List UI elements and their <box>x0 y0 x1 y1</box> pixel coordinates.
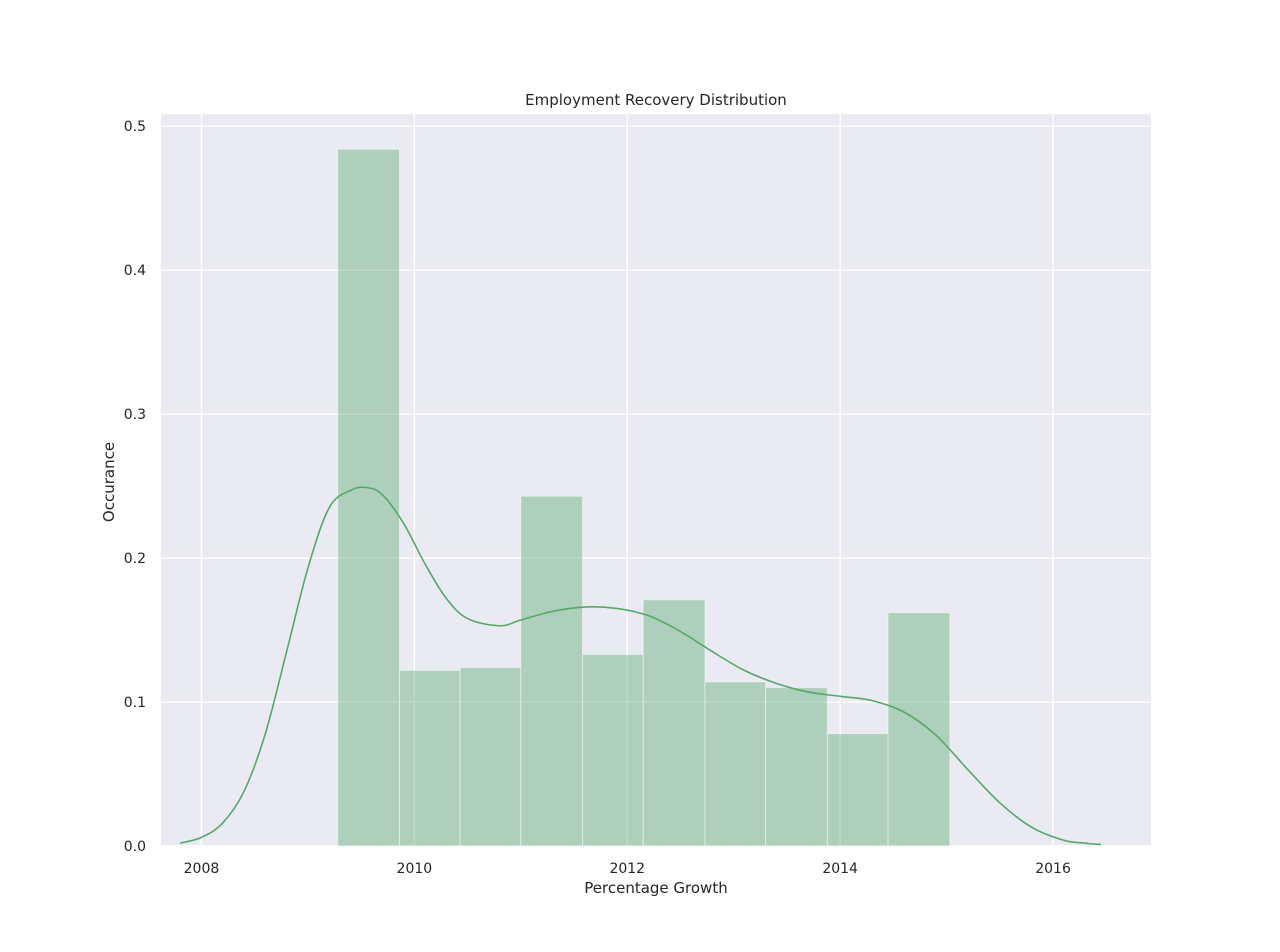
x-tick-label-0: 2008 <box>184 861 220 877</box>
y-tick-label-5: 0.5 <box>124 119 146 135</box>
y-axis-ticks: 0.0 0.1 0.2 0.3 0.4 0.5 <box>124 119 146 855</box>
histogram-bar-4 <box>582 654 644 847</box>
histogram-bar-7 <box>765 687 828 847</box>
x-axis-label: Percentage Growth <box>584 879 727 897</box>
histogram-bar-8 <box>826 733 889 847</box>
y-tick-label-2: 0.2 <box>124 551 146 567</box>
x-axis-ticks: 2008 2010 2012 2014 2016 <box>184 861 1071 877</box>
kde-line <box>179 486 1102 846</box>
x-tick-label-4: 2016 <box>1035 861 1071 877</box>
y-axis-label: Occurance <box>100 442 118 522</box>
y-tick-label-0: 0.0 <box>124 839 146 855</box>
histogram-bar-0 <box>337 148 400 847</box>
histogram-bar-5 <box>642 599 706 847</box>
y-tick-label-1: 0.1 <box>124 695 146 711</box>
plot-area <box>161 114 1151 846</box>
grid <box>161 114 1151 847</box>
x-tick-label-1: 2010 <box>397 861 433 877</box>
histogram-bar-6 <box>704 681 767 847</box>
x-tick-label-3: 2014 <box>822 861 858 877</box>
y-tick-label-3: 0.3 <box>124 407 146 423</box>
histogram-bar-9 <box>887 612 951 847</box>
histogram-bar-1 <box>398 669 461 847</box>
y-tick-label-4: 0.4 <box>124 263 146 279</box>
chart-title: Employment Recovery Distribution <box>525 91 787 109</box>
x-tick-label-2: 2012 <box>609 861 645 877</box>
histogram-bar-3 <box>520 495 584 847</box>
histogram-bar-2 <box>459 666 522 847</box>
